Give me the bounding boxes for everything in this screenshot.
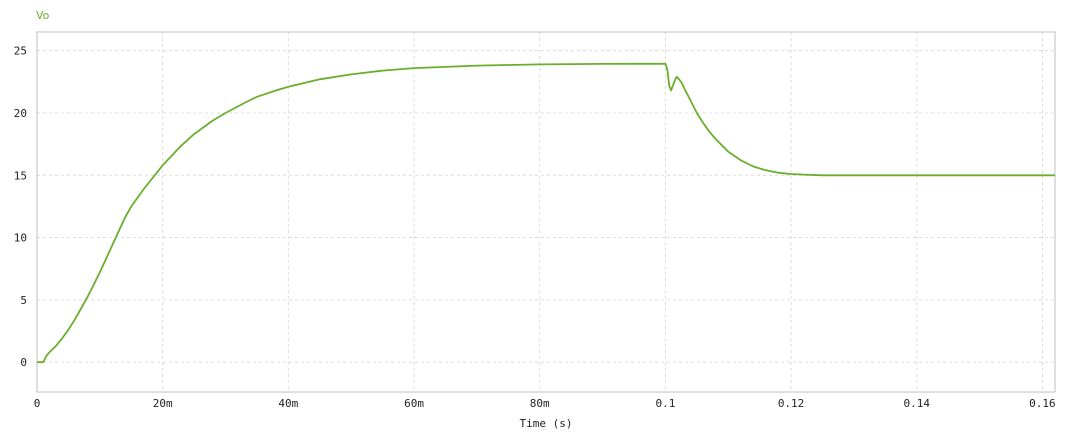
x-tick-label: 0.16	[1029, 397, 1056, 410]
series-line-vo	[37, 62, 1055, 364]
x-tick-label: 0.12	[778, 397, 805, 410]
x-tick-label: 0	[34, 397, 41, 410]
y-tick-label: 5	[20, 294, 27, 307]
x-tick-label: 0.14	[904, 397, 931, 410]
y-tick-label: 25	[14, 45, 27, 58]
y-tick-label: 0	[20, 356, 27, 369]
plot-frame	[36, 31, 1056, 393]
x-axis-label: Time (s)	[520, 417, 573, 430]
x-tick-label: 0.1	[655, 397, 675, 410]
series-label-vo: Vo	[36, 9, 50, 22]
y-tick-label: 20	[14, 107, 27, 120]
y-tick-label: 10	[14, 232, 27, 245]
x-tick-label: 40m	[278, 397, 298, 410]
x-tick-label: 80m	[530, 397, 550, 410]
y-tick-label: 15	[14, 169, 27, 182]
x-tick-label: 20m	[153, 397, 173, 410]
x-tick-label: 60m	[404, 397, 424, 410]
